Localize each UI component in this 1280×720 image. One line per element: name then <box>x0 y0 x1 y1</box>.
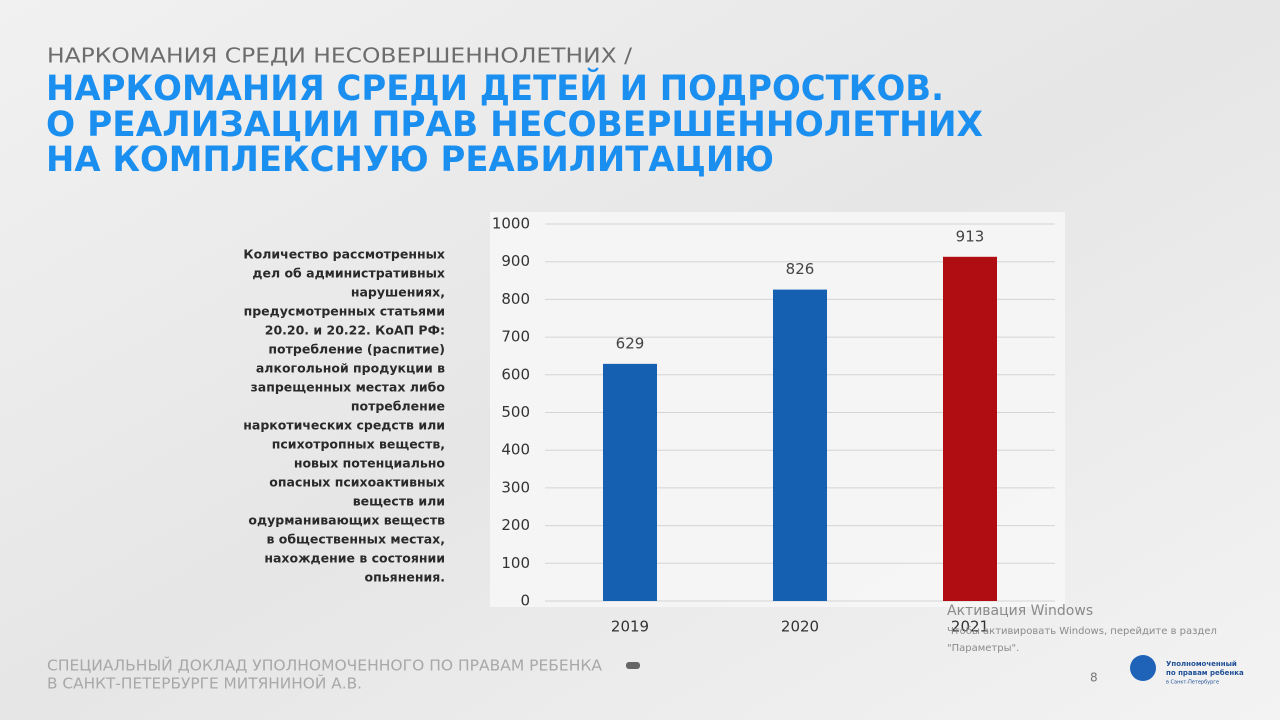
slide-indicator <box>626 662 640 669</box>
chart: 0 100 200 300 400 500 600 700 800 900 1000 2019 629 2… <box>492 215 1055 636</box>
y-tick-label: 300 <box>501 478 530 496</box>
value-label: 826 <box>786 260 815 278</box>
description-line: опасных психоактивных <box>269 475 445 490</box>
watermark-text: "Параметры". <box>947 643 1019 654</box>
description-line: наркотических средств или <box>243 418 445 433</box>
x-tick-label: 2019 <box>611 618 649 636</box>
description-line: одурманивающих веществ <box>248 513 445 528</box>
watermark-text: Чтобы активировать Windows, перейдите в … <box>947 626 1217 637</box>
description-line: потребление (распитие) <box>268 342 445 357</box>
page-number: 8 <box>1090 671 1098 685</box>
bar <box>943 256 997 601</box>
description-line: опьянения. <box>365 570 445 585</box>
description-line: запрещенных местах либо <box>251 380 446 395</box>
logo-text: Уполномоченный <box>1166 660 1237 668</box>
x-tick-label: 2021 <box>951 618 989 636</box>
description-line: психотропных веществ, <box>272 437 445 452</box>
watermark-title: Активация Windows <box>947 603 1093 619</box>
description-line: 20.20. и 20.22. КоАП РФ: <box>265 323 445 338</box>
logo-icon <box>1130 655 1156 681</box>
logo-text: по правам ребенка <box>1166 669 1244 677</box>
y-tick-label: 200 <box>501 516 530 534</box>
description: Количество рассмотренных дел об администр… <box>243 247 445 585</box>
description-line: в общественных местах, <box>266 532 445 547</box>
value-label: 629 <box>616 334 645 352</box>
footer-line: СПЕЦИАЛЬНЫЙ ДОКЛАД УПОЛНОМОЧЕННОГО ПО ПР… <box>47 656 603 675</box>
logo-text: в Санкт-Петербурге <box>1166 680 1219 686</box>
footer-line: В САНКТ-ПЕТЕРБУРГЕ МИТЯНИНОЙ А.В. <box>47 674 362 693</box>
y-tick-label: 500 <box>501 403 530 421</box>
y-tick-label: 1000 <box>492 215 530 233</box>
bar <box>603 363 657 601</box>
y-tick-label: 100 <box>501 554 530 572</box>
description-line: новых потенциально <box>294 456 446 471</box>
title-line: О РЕАЛИЗАЦИИ ПРАВ НЕСОВЕРШЕННОЛЕТНИХ <box>46 105 983 145</box>
x-tick-label: 2020 <box>781 618 819 636</box>
y-tick-label: 900 <box>501 252 530 270</box>
title-line: НАРКОМАНИЯ СРЕДИ ДЕТЕЙ И ПОДРОСТКОВ. <box>46 67 944 109</box>
y-tick-label: 800 <box>501 290 530 308</box>
title-line: НА КОМПЛЕКСНУЮ РЕАБИЛИТАЦИЮ <box>46 140 774 180</box>
y-tick-label: 600 <box>501 365 530 383</box>
y-tick-label: 0 <box>520 592 530 610</box>
y-tick-label: 700 <box>501 328 530 346</box>
description-line: потребление <box>351 399 445 414</box>
description-line: нарушениях, <box>351 285 445 300</box>
description-line: предусмотренных статьями <box>244 304 445 319</box>
description-line: Количество рассмотренных <box>243 247 445 262</box>
description-line: алкогольной продукции в <box>256 361 445 376</box>
y-tick-label: 400 <box>501 441 530 459</box>
bar <box>773 289 827 601</box>
description-line: веществ или <box>353 494 445 509</box>
description-line: дел об административных <box>252 266 445 281</box>
subtitle: НАРКОМАНИЯ СРЕДИ НЕСОВЕРШЕННОЛЕТНИХ / <box>47 44 632 68</box>
value-label: 913 <box>956 227 985 245</box>
description-line: нахождение в состоянии <box>264 551 445 566</box>
